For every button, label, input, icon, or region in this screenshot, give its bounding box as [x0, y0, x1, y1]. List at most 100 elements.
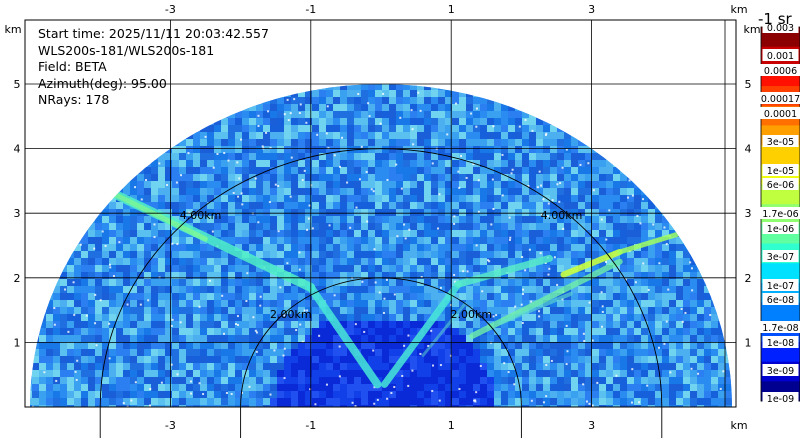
- speckle: [399, 116, 402, 119]
- noise-cell: [718, 328, 725, 335]
- noise-cell: [438, 398, 445, 405]
- noise-cell: [172, 300, 179, 307]
- colorbar-label-bg: [762, 364, 799, 376]
- noise-cell: [60, 314, 67, 321]
- noise-cell: [557, 167, 564, 174]
- noise-cell: [214, 265, 221, 272]
- noise-cell: [396, 118, 403, 125]
- noise-cell: [235, 209, 242, 216]
- noise-cell: [571, 237, 578, 244]
- noise-cell: [354, 195, 361, 202]
- noise-cell: [606, 188, 613, 195]
- noise-cell: [662, 265, 669, 272]
- noise-cell: [585, 181, 592, 188]
- noise-cell: [452, 230, 459, 237]
- noise-cell: [207, 356, 214, 363]
- noise-cell: [109, 335, 116, 342]
- noise-cell: [417, 265, 424, 272]
- noise-cell: [368, 216, 375, 223]
- speckle: [289, 195, 292, 198]
- noise-cell: [522, 237, 529, 244]
- noise-cell: [529, 244, 536, 251]
- noise-cell: [144, 349, 151, 356]
- noise-cell: [522, 125, 529, 132]
- noise-cell: [704, 335, 711, 342]
- noise-cell: [284, 363, 291, 370]
- noise-cell: [179, 405, 186, 408]
- noise-cell: [452, 244, 459, 251]
- noise-cell: [123, 237, 130, 244]
- noise-cell: [417, 244, 424, 251]
- noise-cell: [221, 125, 228, 132]
- noise-cell: [74, 405, 81, 408]
- noise-cell: [95, 398, 102, 405]
- noise-cell: [592, 398, 599, 405]
- speckle: [561, 166, 564, 169]
- colorbar-label-bg: [762, 178, 799, 190]
- noise-cell: [263, 209, 270, 216]
- noise-cell: [130, 349, 137, 356]
- noise-cell: [725, 405, 732, 408]
- noise-cell: [193, 279, 200, 286]
- noise-cell: [543, 209, 550, 216]
- noise-cell: [480, 335, 487, 342]
- noise-cell: [543, 244, 550, 251]
- noise-cell: [284, 104, 291, 111]
- noise-cell: [438, 202, 445, 209]
- noise-cell: [347, 125, 354, 132]
- noise-cell: [347, 209, 354, 216]
- noise-cell: [410, 209, 417, 216]
- noise-cell: [522, 139, 529, 146]
- speckle: [453, 273, 456, 276]
- noise-cell: [466, 265, 473, 272]
- noise-cell: [690, 349, 697, 356]
- noise-cell: [200, 279, 207, 286]
- noise-cell: [550, 349, 557, 356]
- noise-cell: [424, 300, 431, 307]
- noise-cell: [599, 286, 606, 293]
- noise-cell: [627, 272, 634, 279]
- noise-cell: [501, 300, 508, 307]
- noise-cell: [354, 237, 361, 244]
- noise-cell: [305, 265, 312, 272]
- speckle: [308, 204, 311, 207]
- noise-cell: [270, 237, 277, 244]
- noise-cell: [298, 209, 305, 216]
- noise-cell: [200, 349, 207, 356]
- noise-cell: [319, 174, 326, 181]
- noise-cell: [501, 237, 508, 244]
- noise-cell: [424, 153, 431, 160]
- speckle: [354, 405, 357, 408]
- noise-cell: [438, 244, 445, 251]
- noise-cell: [326, 244, 333, 251]
- noise-cell: [445, 370, 452, 377]
- noise-cell: [221, 237, 228, 244]
- noise-cell: [277, 125, 284, 132]
- noise-cell: [95, 384, 102, 391]
- noise-cell: [648, 328, 655, 335]
- noise-cell: [354, 160, 361, 167]
- noise-cell: [571, 258, 578, 265]
- speckle: [396, 235, 399, 238]
- noise-cell: [613, 160, 620, 167]
- speckle: [530, 399, 533, 402]
- noise-cell: [312, 132, 319, 139]
- noise-cell: [536, 279, 543, 286]
- noise-cell: [361, 188, 368, 195]
- noise-cell: [578, 293, 585, 300]
- noise-cell: [361, 251, 368, 258]
- noise-cell: [578, 300, 585, 307]
- noise-cell: [613, 195, 620, 202]
- speckle: [198, 382, 201, 385]
- noise-cell: [424, 174, 431, 181]
- noise-cell: [30, 391, 32, 398]
- noise-cell: [249, 279, 256, 286]
- noise-cell: [571, 251, 578, 258]
- noise-cell: [396, 384, 403, 391]
- noise-cell: [165, 188, 172, 195]
- noise-cell: [501, 216, 508, 223]
- noise-cell: [214, 321, 221, 328]
- speckle: [615, 374, 618, 377]
- noise-cell: [305, 370, 312, 377]
- noise-cell: [620, 405, 627, 408]
